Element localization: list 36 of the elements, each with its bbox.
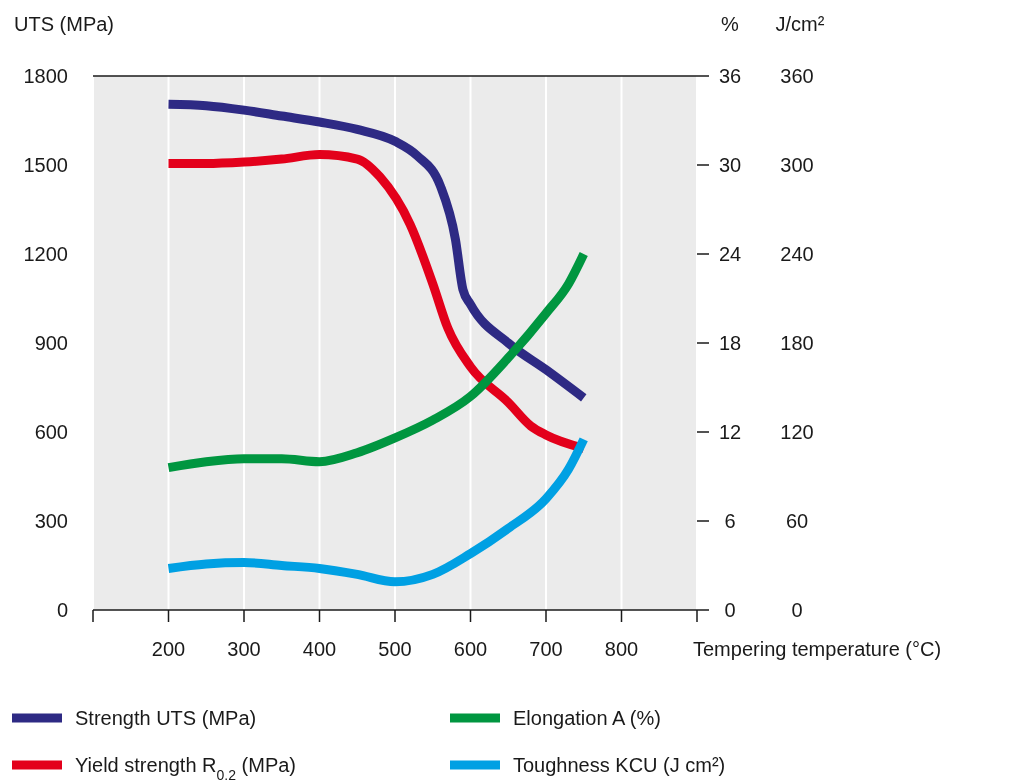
y-tick-label: 1500	[23, 154, 68, 176]
y3-tick-label: 0	[791, 599, 803, 621]
y-axis-title: UTS (MPa)	[14, 13, 114, 35]
legend-label: Strength UTS (MPa)	[75, 707, 257, 729]
y2-tick-label: 12	[718, 421, 742, 443]
y2-tick-label: 36	[718, 65, 742, 87]
y-tick-label: 600	[34, 421, 68, 443]
y3-tick-label: 120	[780, 421, 814, 443]
y2-tick-label: 24	[718, 243, 742, 265]
y3-tick-label: 180	[780, 332, 814, 354]
y-tick-label: 1800	[23, 65, 68, 87]
y-tick-label: 0	[56, 599, 68, 621]
y-tick-label: 900	[34, 332, 68, 354]
y3-tick-label: 60	[785, 510, 809, 532]
y3-tick-label: 240	[780, 243, 814, 265]
x-axis-title: Tempering temperature (°C)	[693, 638, 942, 660]
x-tick-label: 800	[604, 638, 639, 660]
x-tick-label: 600	[453, 638, 488, 660]
y-tick-label: 300	[34, 510, 68, 532]
x-tick-label: 200	[151, 638, 186, 660]
y2-tick-label: 6	[724, 510, 736, 532]
legend-label: Yield strength R$_{0.2}$ (MPa)	[75, 754, 297, 782]
y2-axis-title: %	[721, 13, 740, 35]
x-tick-label: 700	[529, 638, 563, 660]
x-tick-label: 400	[302, 638, 337, 660]
y3-axis-title: J/cm²	[775, 13, 825, 35]
y3-tick-label: 300	[780, 154, 814, 176]
legend-label: Toughness KCU (J cm²)	[513, 754, 726, 776]
y3-tick-label: 360	[780, 65, 814, 87]
y2-tick-label: 18	[718, 332, 742, 354]
y-tick-label: 1200	[23, 243, 68, 265]
y2-tick-label: 30	[718, 154, 742, 176]
x-tick-label: 500	[378, 638, 412, 660]
legend-label: Elongation A (%)	[513, 707, 661, 729]
y2-tick-label: 0	[724, 599, 736, 621]
x-tick-label: 300	[227, 638, 261, 660]
